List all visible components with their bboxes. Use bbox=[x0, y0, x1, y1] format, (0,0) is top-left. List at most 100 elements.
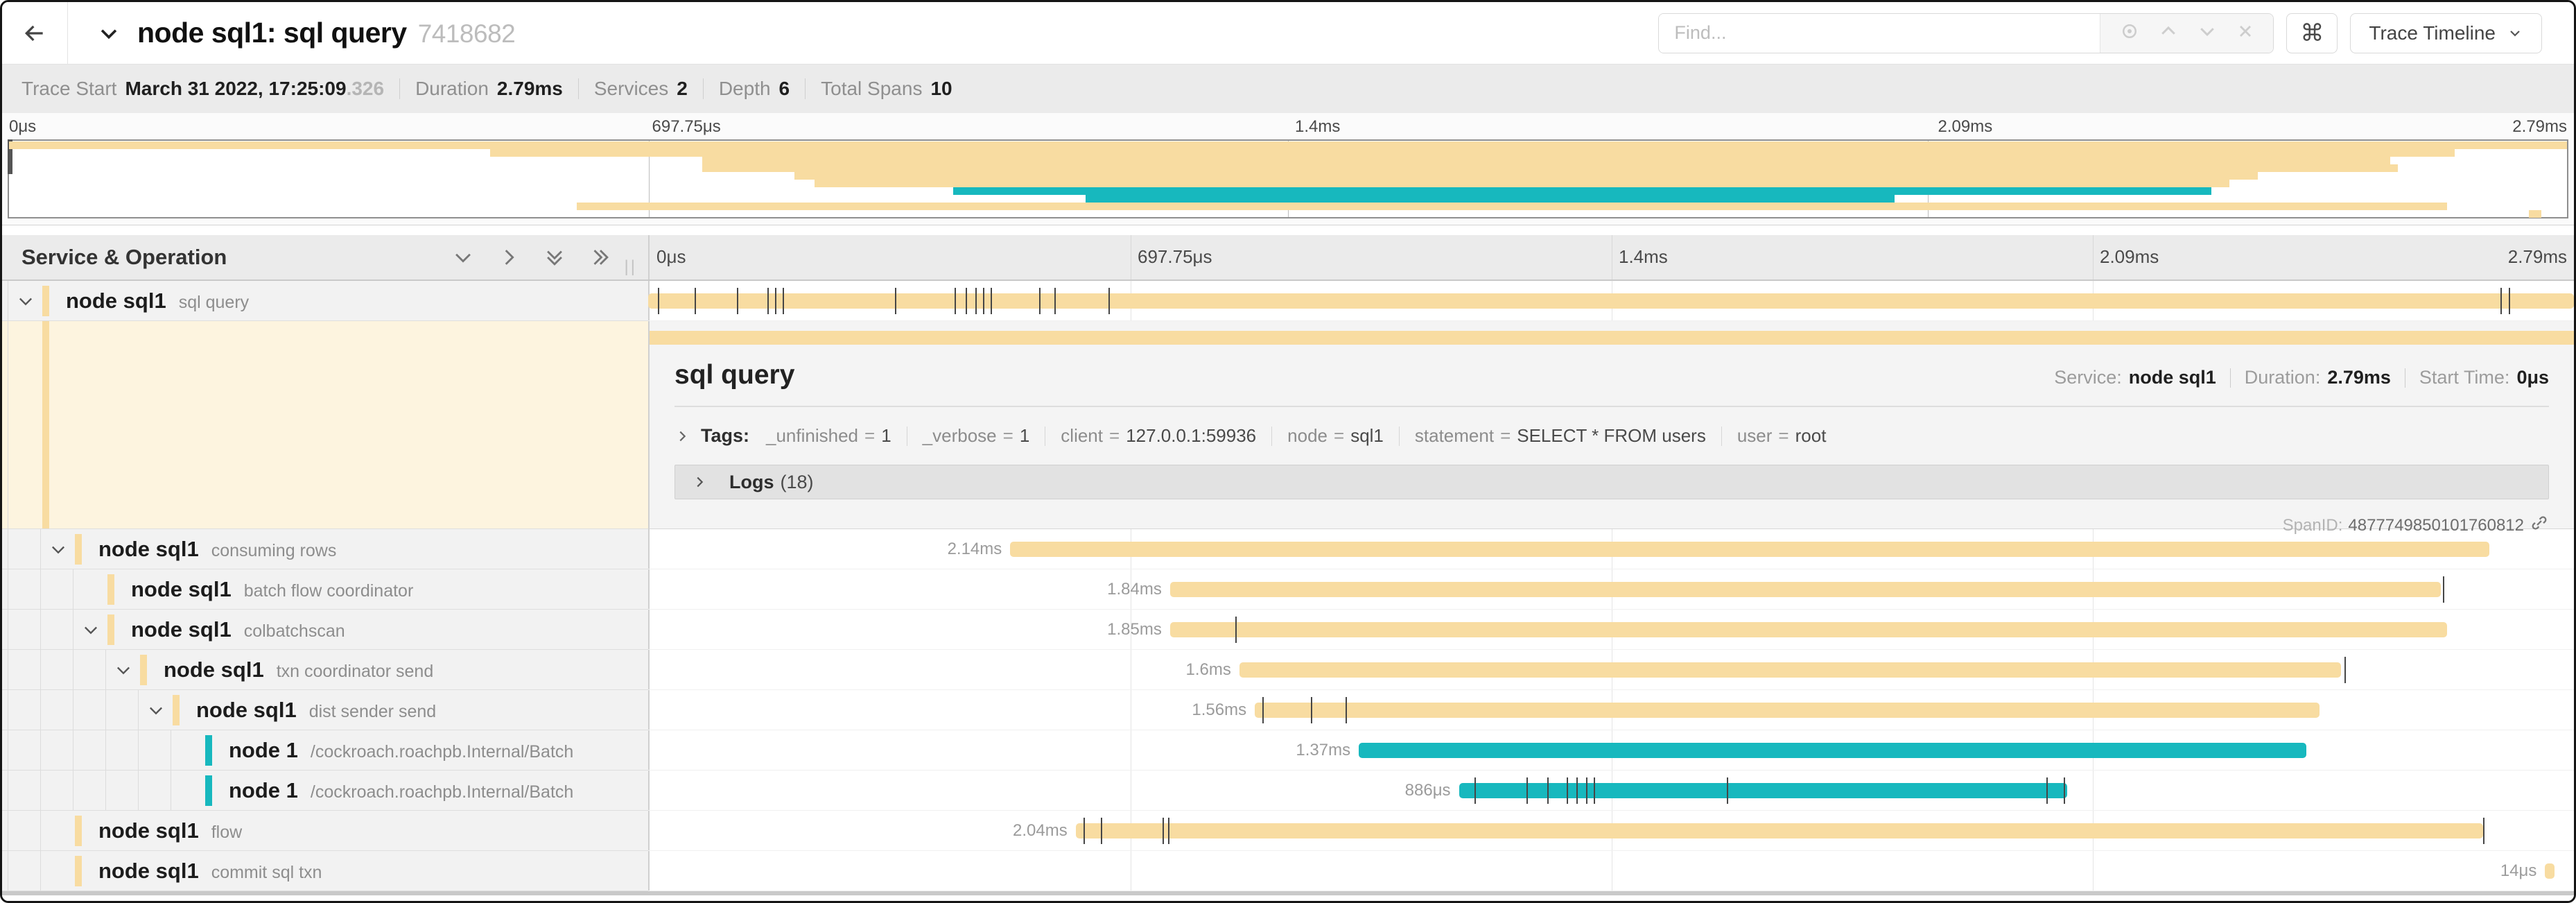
span-name-group[interactable]: node sql1 txn coordinator send bbox=[164, 657, 433, 682]
span-row[interactable]: node sql1 consuming rows 2.14ms bbox=[2, 529, 2574, 569]
tree-expand-chevron-icon[interactable] bbox=[146, 700, 166, 720]
trace-collapse-chevron-icon[interactable] bbox=[97, 22, 121, 45]
span-name-group[interactable]: node sql1 batch flow coordinator bbox=[131, 577, 413, 602]
collapse-all-icon[interactable] bbox=[543, 246, 566, 269]
span-row-label-cell[interactable]: node sql1 commit sql txn bbox=[2, 851, 648, 891]
find-clear-icon[interactable] bbox=[2236, 22, 2255, 44]
span-row-label-cell[interactable]: node sql1 txn coordinator send bbox=[2, 650, 648, 690]
minimap-tick-label: 697.75μs bbox=[652, 117, 721, 136]
span-row[interactable]: node sql1 flow 2.04ms bbox=[2, 811, 2574, 851]
span-row[interactable]: node sql1 colbatchscan 1.85ms bbox=[2, 610, 2574, 650]
span-bar[interactable] bbox=[1169, 622, 2447, 637]
span-row-timeline-cell[interactable]: 2.14ms bbox=[648, 529, 2574, 569]
timeline-main: Service & Operation || 0μs 697.75μs 1.4m… bbox=[2, 235, 2574, 901]
expand-one-icon[interactable] bbox=[497, 246, 521, 269]
column-resizer-handle[interactable]: || bbox=[624, 257, 637, 276]
minimap-drag-handle[interactable] bbox=[8, 139, 12, 174]
span-name-group[interactable]: node 1/cockroach.roachpb.Internal/Batch bbox=[229, 778, 573, 803]
span-name-group[interactable]: node sql1 sql query bbox=[66, 289, 249, 313]
find-input[interactable] bbox=[1659, 13, 2100, 53]
span-duration-label: 1.6ms bbox=[1185, 660, 1231, 679]
span-row-timeline-cell[interactable]: 1.56ms bbox=[648, 690, 2574, 730]
span-row-timeline-cell[interactable]: 1.37ms bbox=[648, 730, 2574, 771]
span-row[interactable]: node sql1 sql query bbox=[2, 281, 2574, 321]
span-row[interactable]: node sql1 batch flow coordinator 1.84ms bbox=[2, 569, 2574, 610]
span-row[interactable]: node sql1 commit sql txn 14μs bbox=[2, 851, 2574, 891]
keyboard-shortcuts-button[interactable]: ⌘ bbox=[2286, 12, 2338, 53]
span-name-group[interactable]: node sql1 consuming rows bbox=[98, 537, 336, 562]
ruler-tick-label: 697.75μs bbox=[1138, 246, 1212, 267]
span-row-label-cell[interactable]: node sql1 sql query bbox=[2, 281, 648, 321]
operation-name: colbatchscan bbox=[243, 621, 345, 641]
service-operation-header: Service & Operation || bbox=[2, 235, 648, 280]
divider bbox=[675, 406, 2549, 407]
span-row-timeline-cell[interactable]: 1.6ms bbox=[648, 650, 2574, 690]
span-bar[interactable] bbox=[1239, 662, 2341, 678]
tree-expand-chevron-icon[interactable] bbox=[16, 291, 35, 311]
operation-name: batch flow coordinator bbox=[243, 580, 414, 601]
trace-summary-bar: Trace Start March 31 2022, 17:25:09.326 … bbox=[2, 64, 2574, 113]
find-next-icon[interactable] bbox=[2197, 21, 2218, 45]
divider bbox=[1721, 426, 1722, 446]
span-row-timeline-cell[interactable]: 14μs bbox=[648, 851, 2574, 891]
minimap-span-bar bbox=[2528, 210, 2542, 218]
span-row[interactable]: node 1/cockroach.roachpb.Internal/Batch 1… bbox=[2, 730, 2574, 771]
span-row-timeline-cell[interactable]: 886μs bbox=[648, 771, 2574, 811]
span-detail-left-gutter bbox=[2, 321, 648, 529]
log-marker-tick bbox=[2046, 777, 2048, 804]
service-name: node sql1 bbox=[131, 617, 232, 642]
span-detail-panel: sql query Service: node sql1 Duration: 2… bbox=[648, 321, 2574, 535]
span-bar[interactable] bbox=[1010, 542, 2489, 557]
ruler-tick-label: 2.09ms bbox=[2100, 246, 2159, 267]
span-row[interactable]: node sql1 dist sender send 1.56ms bbox=[2, 690, 2574, 730]
span-name-group[interactable]: node sql1 commit sql txn bbox=[98, 859, 322, 884]
minimap-tick-label: 1.4ms bbox=[1295, 117, 1341, 136]
tree-expand-chevron-icon[interactable] bbox=[49, 540, 68, 559]
span-row-label-cell[interactable]: node sql1 flow bbox=[2, 811, 648, 851]
span-bar[interactable] bbox=[1255, 703, 2320, 718]
span-row[interactable]: node sql1 txn coordinator send 1.6ms bbox=[2, 650, 2574, 690]
span-bar[interactable] bbox=[1359, 743, 2306, 758]
horizontal-scrollbar-track[interactable] bbox=[2, 891, 2574, 895]
span-name-group[interactable]: node sql1 dist sender send bbox=[196, 698, 436, 723]
back-button[interactable] bbox=[2, 2, 68, 64]
span-name-group[interactable]: node sql1 colbatchscan bbox=[131, 617, 345, 642]
find-prev-icon[interactable] bbox=[2158, 21, 2179, 45]
log-marker-tick bbox=[1054, 288, 1056, 314]
span-bar[interactable] bbox=[648, 293, 2574, 309]
span-bar[interactable] bbox=[1459, 783, 2068, 798]
collapse-one-icon[interactable] bbox=[451, 246, 475, 269]
span-row-timeline-cell[interactable] bbox=[648, 281, 2574, 321]
tag-key: user bbox=[1737, 425, 1773, 446]
tags-row[interactable]: Tags: _unfinished = 1 _verbose = 1 client = 127.… bbox=[675, 425, 2549, 447]
span-row-label-cell[interactable]: node sql1 colbatchscan bbox=[2, 610, 648, 650]
span-row-label-cell[interactable]: node sql1 dist sender send bbox=[2, 690, 648, 730]
span-row-timeline-cell[interactable]: 2.04ms bbox=[648, 811, 2574, 851]
span-detail-accent-bar bbox=[650, 331, 2574, 345]
tree-guide-line bbox=[40, 610, 41, 649]
tree-guide-line bbox=[105, 650, 106, 689]
span-bar[interactable] bbox=[2545, 863, 2555, 879]
span-row[interactable]: node 1/cockroach.roachpb.Internal/Batch 8… bbox=[2, 771, 2574, 811]
span-name-group[interactable]: node sql1 flow bbox=[98, 818, 242, 843]
tag-value: sql1 bbox=[1350, 425, 1384, 446]
service-name: node sql1 bbox=[98, 858, 199, 883]
span-name-group[interactable]: node 1/cockroach.roachpb.Internal/Batch bbox=[229, 738, 573, 763]
span-row-label-cell[interactable]: node sql1 consuming rows bbox=[2, 529, 648, 569]
link-icon[interactable] bbox=[2530, 513, 2549, 538]
span-row-timeline-cell[interactable]: 1.85ms bbox=[648, 610, 2574, 650]
tree-expand-chevron-icon[interactable] bbox=[81, 620, 101, 639]
span-row-timeline-cell[interactable]: 1.84ms bbox=[648, 569, 2574, 610]
tree-expand-chevron-icon[interactable] bbox=[114, 660, 133, 680]
span-row-label-cell[interactable]: node 1/cockroach.roachpb.Internal/Batch bbox=[2, 771, 648, 811]
expand-all-icon[interactable] bbox=[589, 246, 612, 269]
span-row-label-cell[interactable]: node 1/cockroach.roachpb.Internal/Batch bbox=[2, 730, 648, 771]
locate-icon[interactable] bbox=[2119, 21, 2140, 45]
span-row-label-cell[interactable]: node sql1 batch flow coordinator bbox=[2, 569, 648, 610]
minimap-viewport[interactable] bbox=[8, 139, 2568, 218]
view-select-button[interactable]: Trace Timeline bbox=[2350, 12, 2542, 53]
divider bbox=[1398, 426, 1400, 446]
span-bar[interactable] bbox=[1075, 823, 2484, 839]
logs-row[interactable]: Logs (18) bbox=[675, 465, 2549, 499]
span-bar[interactable] bbox=[1169, 582, 2442, 597]
